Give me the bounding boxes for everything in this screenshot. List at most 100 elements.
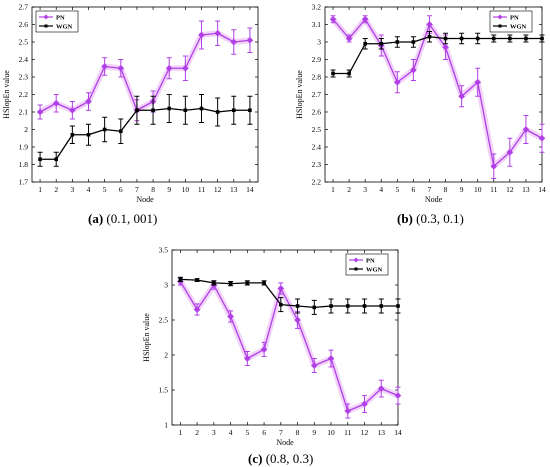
chart-a-series-wgn-point	[183, 108, 188, 113]
chart-c-series-pn-point	[344, 407, 352, 415]
chart-b-series-wgn-point	[411, 40, 416, 44]
chart-a-series-pn-point	[36, 108, 44, 116]
chart-b-y-tick-label: 2.4	[312, 143, 322, 152]
chart-a-x-tick-label: 11	[198, 185, 205, 194]
chart-a-series-wgn-point	[70, 132, 75, 137]
chart-c-series-pn-point	[243, 355, 251, 362]
chart-a-series-pn-point	[182, 64, 189, 72]
chart-a-y-tick-label: 1.7	[19, 178, 29, 187]
chart-a-y-tick-label: 1.9	[19, 143, 29, 152]
caption-b: (b) (0.3, 0.1)	[397, 211, 464, 227]
chart-c-x-tick-label: 1	[178, 428, 182, 437]
chart-c-x-axis-label: Node	[276, 438, 294, 447]
chart-b-y-tick-label: 2.8	[312, 73, 322, 82]
chart-b-legend-marker-pn	[497, 14, 503, 20]
chart-b: 2.22.32.42.52.62.72.82.933.13.21 2 3 4 5 6 7 8 9…	[295, 3, 546, 205]
chart-c-x-tick-label: 5	[245, 428, 249, 437]
chart-b-series-wgn-point	[475, 36, 480, 41]
chart-a-x-tick-label: 10	[182, 185, 190, 194]
chart-a-y-tick-label: 2	[24, 125, 28, 134]
chart-b-legend-marker-wgn	[498, 24, 502, 28]
chart-a-y-tick-label: 2.1	[19, 108, 29, 117]
chart-a-series-pn-point	[214, 29, 221, 37]
chart-a-series-wgn-line	[40, 107, 250, 160]
chart-c-series-wgn-point	[345, 304, 350, 308]
caption-c-text: (0.8, 0.3)	[262, 451, 314, 466]
chart-a-series-pn-point	[198, 31, 205, 39]
caption-c: (c) (0.8, 0.3)	[248, 451, 313, 467]
chart-a-x-tick-label: 5	[103, 185, 107, 194]
chart-c-x-tick-label: 8	[296, 428, 300, 437]
chart-a-legend-marker-wgn	[44, 24, 48, 28]
chart-c-series-pn-point	[361, 400, 368, 408]
chart-b-series-pn-point	[506, 148, 514, 156]
chart-c-series-wgn-point	[312, 305, 317, 310]
chart-a-plot-frame	[31, 6, 259, 183]
chart-c-series-wgn-line	[180, 278, 398, 309]
chart-a-x-tick-label: 13	[230, 185, 238, 194]
chart-b-series-pn-point	[345, 35, 353, 42]
chart-c-legend-label-pn: PN	[366, 258, 375, 265]
chart-b-x-tick-label: 13	[522, 185, 530, 194]
chart-b-y-tick-label: 2.7	[312, 90, 322, 99]
caption-a-text: (0.1, 001)	[103, 211, 158, 226]
chart-c-series-pn-point	[377, 385, 385, 392]
chart-a-x-tick-label: 7	[135, 185, 139, 194]
chart-c-x-tick-label: 6	[262, 428, 266, 437]
chart-c-series-wgn-point	[379, 304, 384, 308]
chart-b-y-tick-label: 2.5	[312, 125, 322, 134]
chart-a-series-pn-point	[165, 64, 173, 72]
chart-b-series-pn-point	[522, 126, 530, 133]
chart-b-series-wgn-point	[459, 36, 464, 41]
chart-a-series-pn-point	[85, 98, 92, 105]
chart-a-series-pn-point	[52, 99, 60, 107]
chart-a-series-wgn-point	[86, 132, 91, 137]
chart-b-y-tick-label: 3.1	[312, 20, 322, 29]
chart-c-y-tick-label: 3	[164, 281, 168, 290]
chart-b-series-wgn-point	[491, 36, 496, 41]
chart-b-series-wgn-point	[443, 36, 448, 41]
chart-a-series-pn-point	[117, 64, 125, 72]
chart-c-y-tick-label: 2.5	[159, 316, 169, 325]
chart-c-x-tick-label: 10	[327, 428, 335, 437]
chart-c-series-pn-point	[277, 285, 285, 292]
chart-b-x-tick-label: 14	[538, 185, 546, 194]
chart-b-x-tick-label: 8	[444, 185, 448, 194]
chart-a-series-pn-point	[69, 106, 76, 114]
chart-c-series-wgn-point	[178, 277, 183, 282]
chart-b-legend-label-pn: PN	[510, 15, 519, 22]
chart-c-x-tick-label: 12	[361, 428, 369, 437]
chart-b-x-axis-label: Node	[425, 195, 443, 204]
chart-b-series-pn-point	[361, 15, 369, 23]
chart-c-series-wgn-point	[396, 304, 400, 308]
chart-a-x-tick-label: 9	[167, 185, 171, 194]
chart-c-y-tick-label: 3.5	[159, 246, 169, 255]
chart-c-series-pn-line	[179, 281, 399, 412]
chart-c-series-wgn-point	[245, 281, 250, 285]
chart-a-series-wgn-point	[118, 129, 123, 134]
chart-c-series-pn-point	[327, 355, 335, 362]
chart-a-x-tick-label: 2	[54, 185, 58, 194]
chart-a-x-axis-label: Node	[136, 195, 154, 204]
chart-a-series-wgn-point	[38, 157, 42, 162]
chart-b-series-pn-line	[332, 18, 543, 167]
caption-b-text: (0.3, 0.1)	[412, 211, 464, 226]
chart-b-y-tick-label: 2.6	[312, 108, 322, 117]
chart-b-series-wgn-point	[331, 71, 335, 76]
chart-a: 1.71.81.922.12.22.32.42.52.62.71 2 3 4 5 6 7 8 9…	[2, 3, 259, 204]
chart-b-x-tick-label: 5	[395, 185, 399, 194]
chart-b-x-tick-label: 12	[506, 185, 514, 194]
chart-a-y-tick-label: 1.8	[19, 160, 29, 169]
chart-c-series-wgn-point	[279, 302, 283, 307]
chart-panel-c: 1 1.5 2 2.5 3 3.5 1 2 3 4 5 6 7 8 9 10 11 12 13 14 Node HSlop…	[135, 235, 415, 466]
caption-a: (a) (0.1, 001)	[88, 211, 157, 227]
chart-b-y-tick-label: 2.2	[312, 178, 322, 187]
chart-b-x-tick-label: 6	[412, 185, 416, 194]
chart-c-series-wgn-point	[212, 281, 216, 285]
caption-c-letter: (c)	[248, 451, 263, 466]
chart-c-legend-marker-pn	[353, 257, 359, 263]
chart-c-x-tick-label: 4	[229, 428, 233, 437]
chart-a-series-wgn-point	[215, 110, 220, 114]
chart-a-x-tick-label: 3	[70, 185, 74, 194]
chart-c-series-pn-point	[193, 306, 201, 313]
